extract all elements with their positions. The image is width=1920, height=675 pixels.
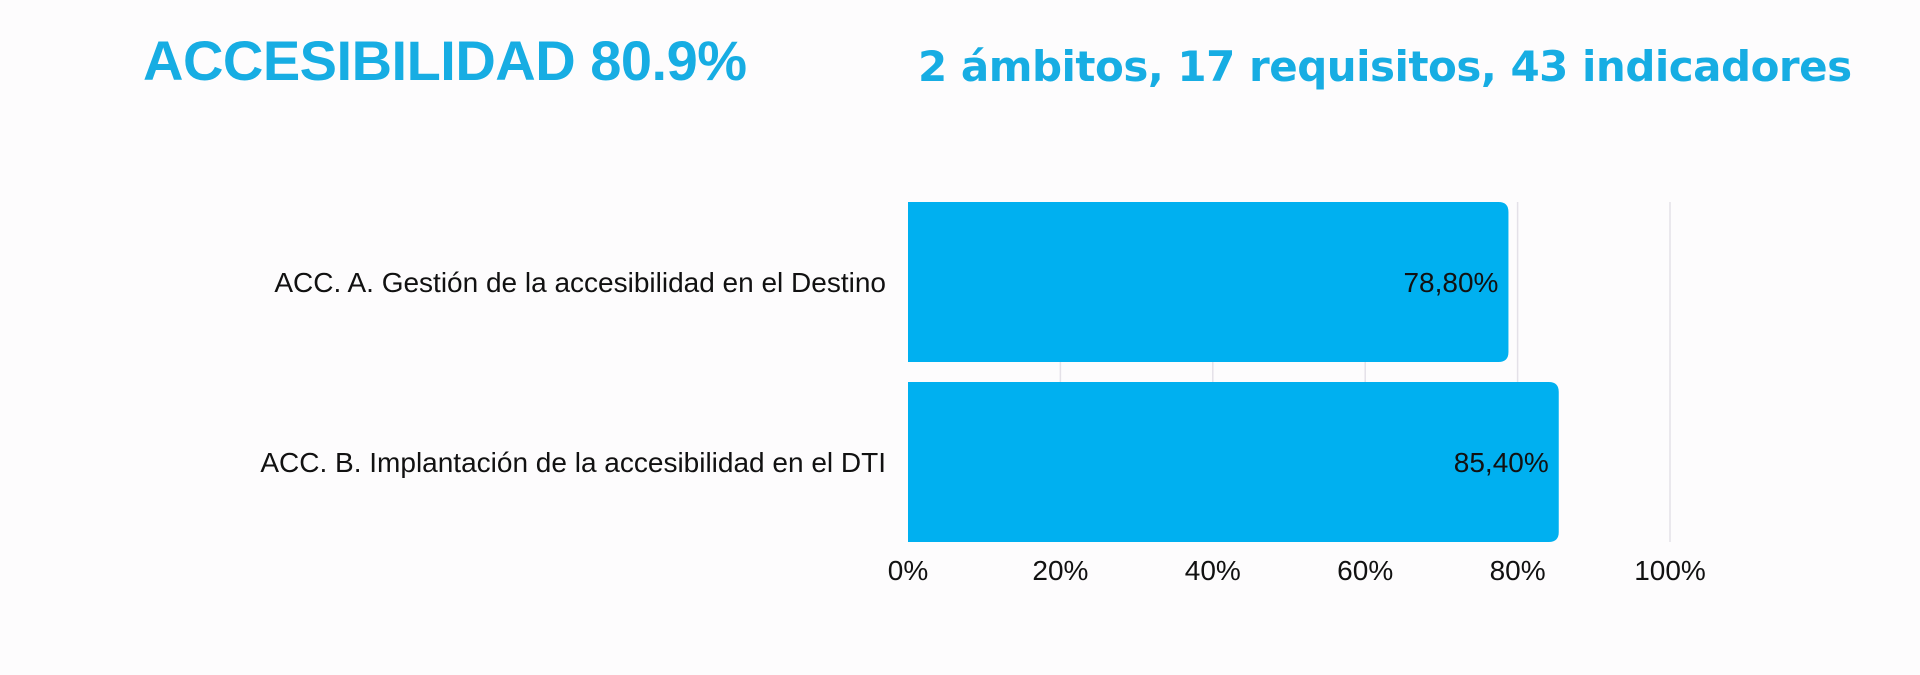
x-tick-label: 20% [1032, 555, 1088, 586]
x-tick-label: 0% [888, 555, 928, 586]
data-label: 78,80% [1403, 267, 1498, 298]
x-tick-label: 100% [1634, 555, 1706, 586]
category-label: ACC. A. Gestión de la accesibilidad en e… [274, 267, 886, 298]
data-label: 85,40% [1454, 447, 1549, 478]
label-layer: 0% 20% 40% 60% 80% 100% ACC. A. Gestión de la … [260, 267, 1705, 586]
x-tick-label: 40% [1185, 555, 1241, 586]
x-tick-label: 80% [1490, 555, 1546, 586]
bar [908, 202, 1509, 362]
page-title: ACCESIBILIDAD 80.9% [143, 29, 747, 92]
bar [908, 382, 1559, 542]
x-tick-label: 60% [1337, 555, 1393, 586]
category-label: ACC. B. Implantación de la accesibilidad… [260, 447, 886, 478]
bar-layer [908, 202, 1559, 542]
page-subtitle: 2 ámbitos, 17 requisitos, 43 indicadores [918, 42, 1852, 91]
